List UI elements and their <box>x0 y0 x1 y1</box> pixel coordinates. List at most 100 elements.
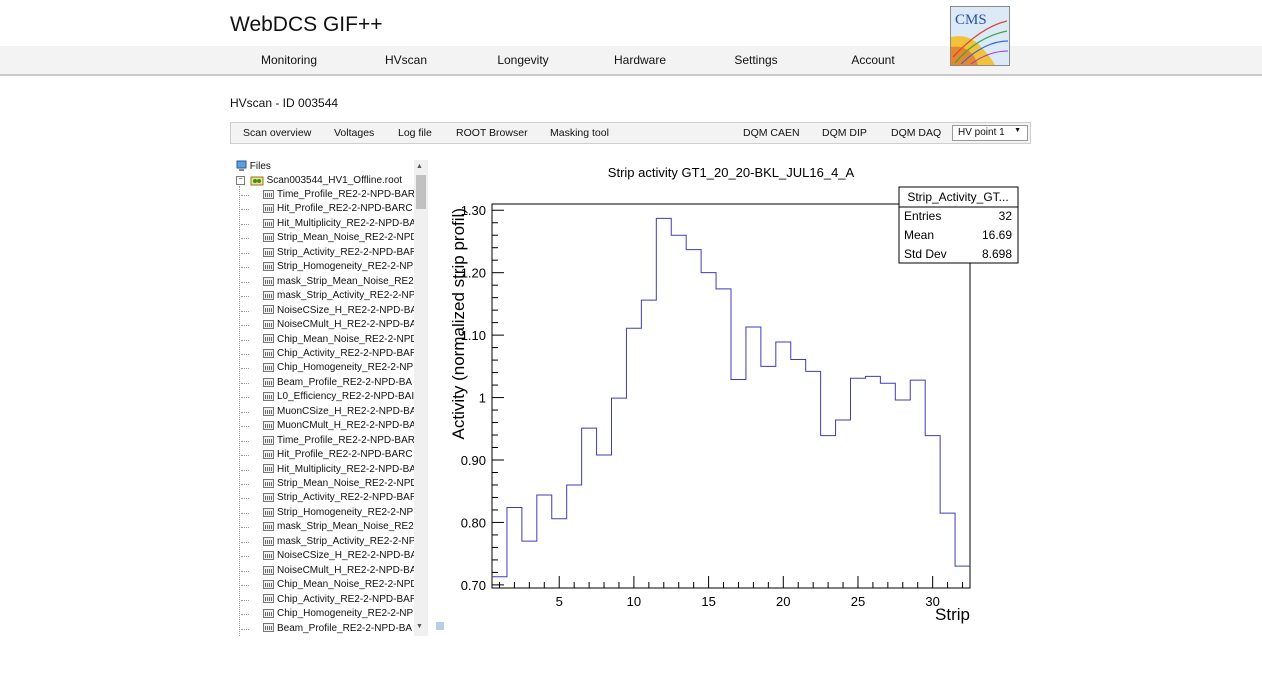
tree-connector <box>241 252 249 254</box>
tree-item[interactable]: mask_Strip_Activity_RE2-2-NP <box>241 535 415 549</box>
y-axis-label: Activity (normalized strip profil) <box>449 208 468 439</box>
dqm-caen-button[interactable]: DQM CAEN <box>743 127 800 139</box>
dqm-daq-button[interactable]: DQM DAQ <box>891 127 942 139</box>
tree-item-label: Chip_Mean_Noise_RE2-2-NPD <box>277 579 418 591</box>
tree-item[interactable]: Hit_Multiplicity_RE2-2-NPD-BA <box>241 463 416 477</box>
histogram-icon <box>263 493 274 503</box>
stats-box[interactable]: Strip_Activity_GT... Entries 32 Mean 16.… <box>898 186 1019 264</box>
masking-tool-button[interactable]: Masking tool <box>550 127 609 139</box>
tree-item[interactable]: Strip_Activity_RE2-2-NPD-BAR <box>241 246 418 260</box>
dqm-dip-button[interactable]: DQM DIP <box>822 127 867 139</box>
tree-item[interactable]: mask_Strip_Mean_Noise_RE2 <box>241 275 414 289</box>
histogram-icon <box>263 247 274 257</box>
root-file-icon <box>250 176 264 186</box>
x-tick-label: 15 <box>701 594 715 609</box>
tree-item[interactable]: Hit_Profile_RE2-2-NPD-BARC <box>241 448 413 462</box>
tree-item-label: Chip_Homogeneity_RE2-2-NP <box>277 362 414 374</box>
tree-item[interactable]: Chip_Mean_Noise_RE2-2-NPD <box>241 578 418 592</box>
voltages-button[interactable]: Voltages <box>334 127 375 139</box>
tree-connector <box>241 339 249 341</box>
nav-settings[interactable]: Settings <box>734 53 778 67</box>
histogram-series-line <box>492 217 970 578</box>
scroll-down-icon[interactable]: ▼ <box>416 623 423 630</box>
tree-connector <box>241 628 249 630</box>
tree-item[interactable]: MuonCMult_H_RE2-2-NPD-BA <box>241 419 416 433</box>
tree-item[interactable]: Time_Profile_RE2-2-NPD-BAR <box>241 434 415 448</box>
tree-item-label: Hit_Profile_RE2-2-NPD-BARC <box>277 449 413 461</box>
tree-connector <box>241 512 249 514</box>
tree-connector <box>241 296 249 298</box>
y-tick-label: 1.30 <box>461 203 486 218</box>
tree-item[interactable]: L0_Efficiency_RE2-2-NPD-BAI <box>241 390 414 404</box>
histogram-icon <box>263 291 274 300</box>
stats-label-mean: Mean <box>904 228 934 242</box>
tree-item[interactable]: Strip_Homogeneity_RE2-2-NP <box>241 506 413 520</box>
tree-item[interactable]: mask_Strip_Activity_RE2-2-NP <box>241 289 416 303</box>
tree-connector <box>241 353 249 355</box>
main-navbar: Monitoring HVscan Longevity Hardware Set… <box>0 46 1262 76</box>
histogram-canvas[interactable]: Strip activity GT1_20_20-BKL_JUL16_4_A 5… <box>444 160 1034 630</box>
tree-item-label: mask_Strip_Mean_Noise_RE2 <box>277 275 414 287</box>
tree-item[interactable]: mask_Strip_Mean_Noise_RE2 <box>241 520 414 534</box>
tree-scrollbar[interactable]: ▲ ▼ <box>414 160 428 636</box>
hv-point-select[interactable]: HV point 1 ▼ <box>952 125 1028 141</box>
tree-item[interactable]: Hit_Profile_RE2-2-NPD-BARC <box>241 202 413 216</box>
tree-item-label: Hit_Multiplicity_RE2-2-NPD-BA <box>277 217 416 229</box>
tree-item[interactable]: NoiseCSize_H_RE2-2-NPD-BA <box>241 304 417 318</box>
tree-item-label: NoiseCSize_H_RE2-2-NPD-BA <box>277 550 418 562</box>
histogram-icon <box>263 305 274 315</box>
tree-item[interactable]: Hit_Multiplicity_RE2-2-NPD-BA <box>241 217 416 231</box>
tree-item[interactable]: MuonCSize_H_RE2-2-NPD-BA <box>241 405 417 419</box>
resize-handle[interactable] <box>436 622 444 630</box>
tree-item[interactable]: Chip_Homogeneity_RE2-2-NP <box>241 607 413 621</box>
collapse-icon[interactable]: − <box>236 175 245 185</box>
tree-guide-line <box>239 186 240 636</box>
tree-item-label: Strip_Activity_RE2-2-NPD-BAR <box>277 246 418 258</box>
tree-item[interactable]: Time_Profile_RE2-2-NPD-BAR <box>241 188 415 202</box>
scan-overview-button[interactable]: Scan overview <box>243 127 312 139</box>
nav-longevity[interactable]: Longevity <box>497 53 549 67</box>
tree-item[interactable]: Chip_Mean_Noise_RE2-2-NPD <box>241 333 418 347</box>
tree-connector <box>241 556 249 558</box>
tree-item-label: mask_Strip_Activity_RE2-2-NP <box>277 290 416 302</box>
tree-item[interactable]: Strip_Mean_Noise_RE2-2-NPD <box>241 231 418 245</box>
tree-item[interactable]: Chip_Activity_RE2-2-NPD-BAR <box>241 593 417 607</box>
tree-item[interactable]: Strip_Mean_Noise_RE2-2-NPD <box>241 477 418 491</box>
histogram-icon <box>263 189 274 199</box>
cms-logo-text: CMS <box>955 12 987 28</box>
histogram-icon <box>263 551 274 561</box>
scroll-thumb[interactable] <box>416 175 426 209</box>
root-browser-button[interactable]: ROOT Browser <box>456 127 528 139</box>
histogram-icon <box>263 276 274 286</box>
tree-item[interactable]: Strip_Homogeneity_RE2-2-NP <box>241 260 413 274</box>
tree-item-label: Hit_Profile_RE2-2-NPD-BARC <box>277 203 413 215</box>
tree-connector <box>241 469 249 471</box>
hv-point-select-value: HV point 1 <box>958 127 1005 138</box>
tree-item[interactable]: Chip_Homogeneity_RE2-2-NP <box>241 361 414 375</box>
nav-account[interactable]: Account <box>851 53 895 67</box>
nav-hvscan[interactable]: HVscan <box>384 53 428 67</box>
histogram-icon <box>263 406 274 416</box>
tree-item[interactable]: NoiseCMult_H_RE2-2-NPD-BA <box>241 564 417 578</box>
nav-monitoring[interactable]: Monitoring <box>260 53 318 67</box>
tree-item[interactable]: NoiseCMult_H_RE2-2-NPD-BA <box>241 318 416 332</box>
scroll-up-icon[interactable]: ▲ <box>416 163 423 170</box>
tree-item[interactable]: Chip_Activity_RE2-2-NPD-BAR <box>241 347 417 361</box>
tree-item-label: NoiseCMult_H_RE2-2-NPD-BA <box>277 564 417 576</box>
tree-root-file[interactable]: − Scan003544_HV1_Offline.root <box>236 174 402 188</box>
tree-item-label: MuonCSize_H_RE2-2-NPD-BA <box>277 405 417 417</box>
tree-root-files[interactable]: Files <box>236 160 271 174</box>
histogram-icon <box>263 623 274 633</box>
log-file-button[interactable]: Log file <box>398 127 432 139</box>
tree-item-label: Strip_Mean_Noise_RE2-2-NPD <box>277 232 418 244</box>
y-tick-label: 0.70 <box>461 578 486 593</box>
nav-hardware[interactable]: Hardware <box>613 53 667 67</box>
x-tick-label: 5 <box>556 594 563 609</box>
stats-label-stddev: Std Dev <box>904 247 947 261</box>
tree-item[interactable]: Beam_Profile_RE2-2-NPD-BA <box>241 376 412 390</box>
tree-connector <box>241 440 249 442</box>
tree-item[interactable]: Beam_Profile_RE2-2-NPD-BA <box>241 622 412 636</box>
tree-item[interactable]: NoiseCSize_H_RE2-2-NPD-BA <box>241 549 418 563</box>
histogram-icon <box>263 608 274 618</box>
tree-item[interactable]: Strip_Activity_RE2-2-NPD-BAR <box>241 491 417 505</box>
